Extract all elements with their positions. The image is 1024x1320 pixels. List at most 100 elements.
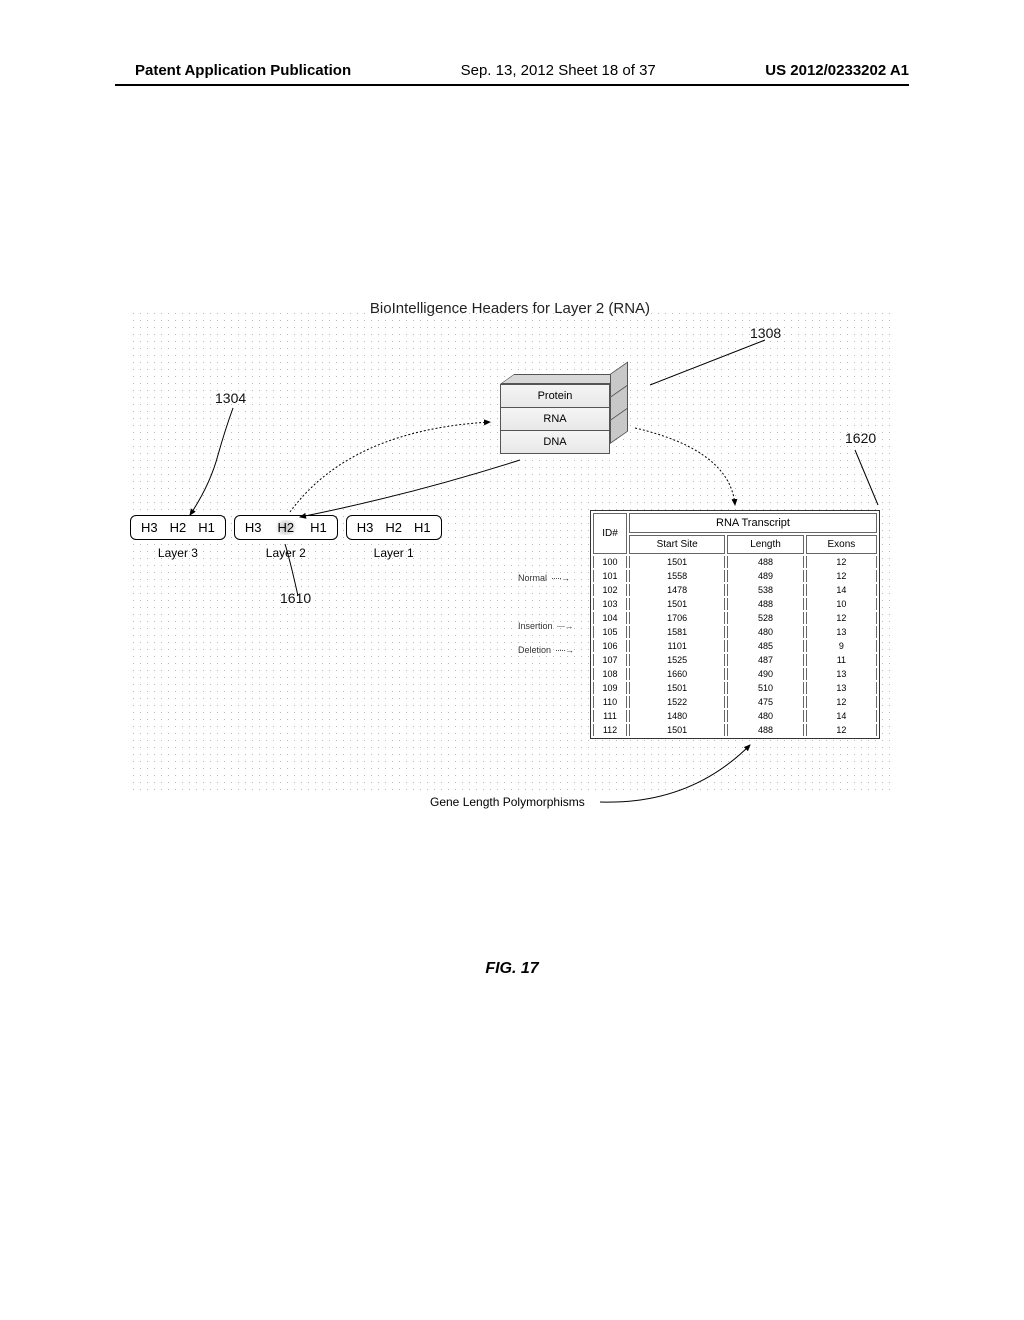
l3-h3: H3 bbox=[139, 520, 160, 535]
table-row: 103150148810 bbox=[593, 598, 877, 610]
table-cell: 108 bbox=[593, 668, 627, 680]
header-rule bbox=[115, 84, 909, 86]
layer3-box: H3 H2 H1 bbox=[130, 515, 226, 540]
table-cell: 109 bbox=[593, 682, 627, 694]
table-cell: 1501 bbox=[629, 682, 725, 694]
th-length: Length bbox=[727, 535, 803, 554]
table-row: 10611014859 bbox=[593, 640, 877, 652]
table-cell: 112 bbox=[593, 724, 627, 736]
header-mid: Sep. 13, 2012 Sheet 18 of 37 bbox=[461, 62, 656, 79]
table-cell: 9 bbox=[806, 640, 877, 652]
rna-tbody: 1001501488121011558489121021478538141031… bbox=[593, 556, 877, 736]
table-cell: 12 bbox=[806, 556, 877, 568]
cube-top-label: Protein bbox=[500, 384, 610, 408]
table-cell: 10 bbox=[806, 598, 877, 610]
header-left: Patent Application Publication bbox=[135, 62, 351, 79]
table-cell: 528 bbox=[727, 612, 803, 624]
row-annotations: Normal·····→ Insertion····→ Deletion····… bbox=[518, 572, 577, 656]
figure-number: FIG. 17 bbox=[0, 960, 1024, 978]
table-cell: 12 bbox=[806, 696, 877, 708]
cube-mid-label: RNA bbox=[500, 407, 610, 431]
table-cell: 480 bbox=[727, 626, 803, 638]
table-cell: 110 bbox=[593, 696, 627, 708]
table-cell: 13 bbox=[806, 668, 877, 680]
table-cell: 11 bbox=[806, 654, 877, 666]
th-id: ID# bbox=[593, 513, 627, 554]
figure-title: BioIntelligence Headers for Layer 2 (RNA… bbox=[130, 300, 890, 317]
bottom-caption: Gene Length Polymorphisms bbox=[430, 795, 585, 809]
rna-table: ID# RNA Transcript Start Site Length Exo… bbox=[590, 510, 880, 739]
table-row: 112150148812 bbox=[593, 724, 877, 736]
table-row: 111148048014 bbox=[593, 710, 877, 722]
row-insertion: Insertion····→ bbox=[518, 620, 577, 632]
layer2-box: H3 H2 H1 bbox=[234, 515, 338, 540]
table-cell: 1101 bbox=[629, 640, 725, 652]
table-cell: 488 bbox=[727, 556, 803, 568]
l2-h3: H3 bbox=[243, 520, 264, 535]
table-cell: 1501 bbox=[629, 556, 725, 568]
table-cell: 102 bbox=[593, 584, 627, 596]
table-cell: 14 bbox=[806, 584, 877, 596]
table-row: 100150148812 bbox=[593, 556, 877, 568]
l1-h1: H1 bbox=[412, 520, 433, 535]
table-row: 107152548711 bbox=[593, 654, 877, 666]
l3-h2: H2 bbox=[168, 520, 189, 535]
table-cell: 1478 bbox=[629, 584, 725, 596]
table-cell: 1501 bbox=[629, 724, 725, 736]
layer2-group: H3 H2 H1 Layer 2 bbox=[234, 515, 338, 560]
table-row: 105158148013 bbox=[593, 626, 877, 638]
table-row: 108166049013 bbox=[593, 668, 877, 680]
figure-area: BioIntelligence Headers for Layer 2 (RNA… bbox=[130, 300, 890, 820]
table-cell: 1501 bbox=[629, 598, 725, 610]
table-cell: 13 bbox=[806, 682, 877, 694]
table-cell: 14 bbox=[806, 710, 877, 722]
table-cell: 489 bbox=[727, 570, 803, 582]
table-cell: 105 bbox=[593, 626, 627, 638]
table-cell: 12 bbox=[806, 724, 877, 736]
table-cell: 488 bbox=[727, 724, 803, 736]
table-cell: 107 bbox=[593, 654, 627, 666]
table-cell: 1660 bbox=[629, 668, 725, 680]
table-row: 110152247512 bbox=[593, 696, 877, 708]
table-cell: 487 bbox=[727, 654, 803, 666]
l1-h2: H2 bbox=[383, 520, 404, 535]
table-cell: 100 bbox=[593, 556, 627, 568]
row-deletion: Deletion·····→ bbox=[518, 644, 577, 656]
ref-1304: 1304 bbox=[215, 390, 246, 406]
table-cell: 1480 bbox=[629, 710, 725, 722]
table-cell: 1525 bbox=[629, 654, 725, 666]
ref-1308: 1308 bbox=[750, 325, 781, 341]
l2-label: Layer 2 bbox=[234, 546, 338, 560]
table-cell: 490 bbox=[727, 668, 803, 680]
table-cell: 12 bbox=[806, 612, 877, 624]
table-cell: 538 bbox=[727, 584, 803, 596]
l3-h1: H1 bbox=[196, 520, 217, 535]
layer3-group: H3 H2 H1 Layer 3 bbox=[130, 515, 226, 560]
table-row: 109150151013 bbox=[593, 682, 877, 694]
table-cell: 510 bbox=[727, 682, 803, 694]
layer1-group: H3 H2 H1 Layer 1 bbox=[346, 515, 442, 560]
table-cell: 101 bbox=[593, 570, 627, 582]
header-right: US 2012/0233202 A1 bbox=[765, 62, 909, 79]
table-row: 102147853814 bbox=[593, 584, 877, 596]
l1-h3: H3 bbox=[355, 520, 376, 535]
table-cell: 13 bbox=[806, 626, 877, 638]
cube-bot-label: DNA bbox=[500, 430, 610, 454]
table-cell: 1581 bbox=[629, 626, 725, 638]
l2-h1: H1 bbox=[308, 520, 329, 535]
th-main: RNA Transcript bbox=[629, 513, 877, 533]
l3-label: Layer 3 bbox=[130, 546, 226, 560]
ref-1610: 1610 bbox=[280, 590, 311, 606]
layer1-box: H3 H2 H1 bbox=[346, 515, 442, 540]
l2-h2: H2 bbox=[272, 520, 301, 535]
th-start: Start Site bbox=[629, 535, 725, 554]
layer-boxes: H3 H2 H1 Layer 3 H3 H2 H1 Layer 2 H3 H2 … bbox=[130, 515, 442, 560]
table-cell: 488 bbox=[727, 598, 803, 610]
page-header: Patent Application Publication Sep. 13, … bbox=[0, 62, 1024, 79]
ref-1620: 1620 bbox=[845, 430, 876, 446]
table-cell: 480 bbox=[727, 710, 803, 722]
row-normal: Normal·····→ bbox=[518, 572, 577, 584]
l1-label: Layer 1 bbox=[346, 546, 442, 560]
table-cell: 1706 bbox=[629, 612, 725, 624]
table-row: 101155848912 bbox=[593, 570, 877, 582]
